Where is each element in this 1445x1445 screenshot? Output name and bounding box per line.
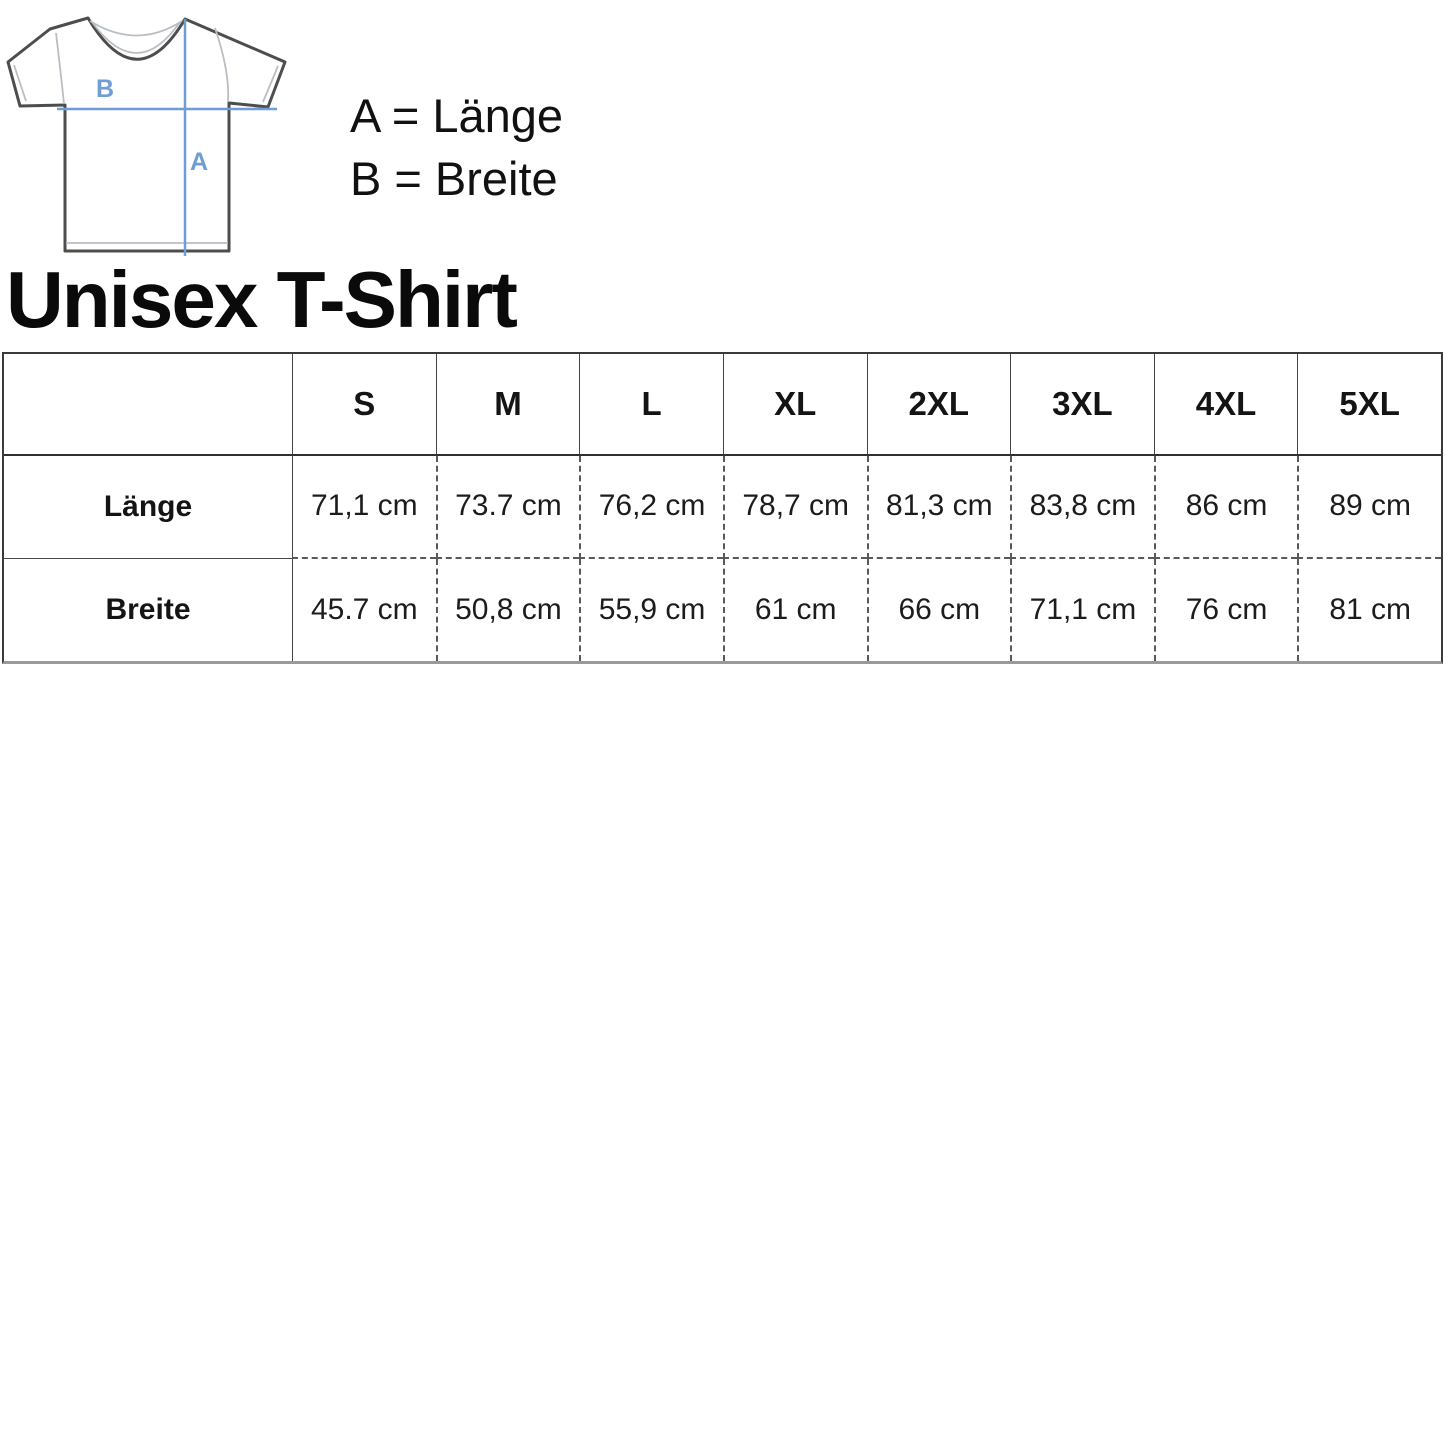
size-col-header-xl: XL xyxy=(722,354,867,457)
size-col-header-3xl: 3XL xyxy=(1010,354,1154,457)
corner-cell xyxy=(4,354,292,457)
tshirt-diagram: B A xyxy=(6,16,287,256)
page-title: Unisex T-Shirt xyxy=(6,255,518,344)
laenge-value-2xl: 81,3 cm xyxy=(866,456,1011,559)
breite-value-5xl: 81 cm xyxy=(1297,558,1441,661)
breite-value-4xl: 76 cm xyxy=(1153,558,1298,661)
laenge-value-m: 73.7 cm xyxy=(435,456,580,559)
size-col-header-m: M xyxy=(435,354,580,457)
size-col-header-s: S xyxy=(292,354,436,457)
size-col-header-2xl: 2XL xyxy=(866,354,1011,457)
measurement-lines xyxy=(57,19,277,256)
size-col-header-l: L xyxy=(579,354,723,457)
breite-value-l: 55,9 cm xyxy=(579,558,723,661)
laenge-value-4xl: 86 cm xyxy=(1153,456,1298,559)
breite-value-xl: 61 cm xyxy=(722,558,867,661)
row-label-laenge: Länge xyxy=(4,456,292,559)
legend-line-a: A = Länge xyxy=(350,89,564,142)
size-col-header-4xl: 4XL xyxy=(1153,354,1298,457)
laenge-value-l: 76,2 cm xyxy=(579,456,723,559)
laenge-value-s: 71,1 cm xyxy=(292,456,436,559)
breite-value-2xl: 66 cm xyxy=(866,558,1011,661)
row-label-breite: Breite xyxy=(105,592,191,626)
measure-legend: A = Länge B = Breite xyxy=(350,84,563,210)
legend-line-b: B = Breite xyxy=(350,152,558,205)
size-chart-table: S M L XL 2XL 3XL 4XL 5XL Länge 71,1 cm 7… xyxy=(2,352,1443,664)
laenge-value-5xl: 89 cm xyxy=(1297,456,1441,559)
breite-value-s: 45.7 cm xyxy=(292,558,436,661)
tshirt-seam-lines xyxy=(13,20,279,244)
marker-a-label: A xyxy=(190,148,208,176)
breite-value-3xl: 71,1 cm xyxy=(1010,558,1154,661)
size-col-header-5xl: 5XL xyxy=(1297,354,1441,457)
tshirt-outline-shape xyxy=(6,16,287,253)
breite-value-m: 50,8 cm xyxy=(435,558,580,661)
laenge-value-3xl: 83,8 cm xyxy=(1010,456,1154,559)
marker-b-label: B xyxy=(96,75,114,103)
laenge-value-xl: 78,7 cm xyxy=(722,456,867,559)
